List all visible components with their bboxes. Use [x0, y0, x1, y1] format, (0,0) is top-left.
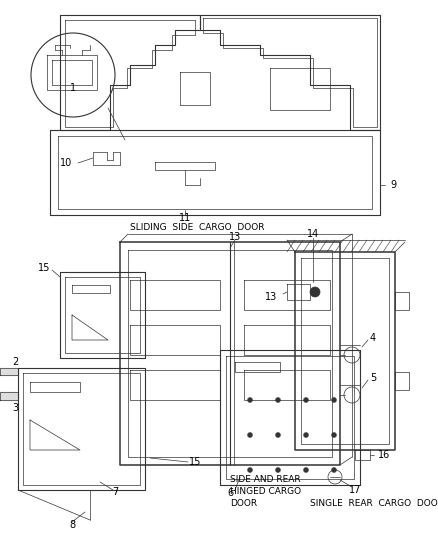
Circle shape: [276, 398, 280, 402]
Circle shape: [247, 432, 252, 438]
Text: 6: 6: [227, 488, 233, 498]
Text: DOOR: DOOR: [230, 499, 257, 508]
Polygon shape: [0, 392, 18, 400]
Polygon shape: [0, 368, 18, 375]
Text: SLIDING  SIDE  CARGO  DOOR: SLIDING SIDE CARGO DOOR: [130, 223, 265, 232]
Text: 8: 8: [69, 520, 75, 530]
Circle shape: [304, 432, 308, 438]
Text: SIDE AND REAR: SIDE AND REAR: [230, 475, 300, 484]
Text: 3: 3: [12, 403, 18, 413]
Circle shape: [247, 398, 252, 402]
Text: 4: 4: [370, 333, 376, 343]
Text: 13: 13: [229, 232, 241, 242]
Circle shape: [310, 287, 320, 297]
Text: 13: 13: [265, 292, 277, 302]
Text: 15: 15: [189, 457, 201, 467]
Text: 16: 16: [378, 450, 390, 460]
Circle shape: [332, 467, 336, 472]
Text: 10: 10: [60, 158, 72, 168]
Text: 14: 14: [307, 229, 319, 239]
Text: SINGLE  REAR  CARGO  DOOR: SINGLE REAR CARGO DOOR: [310, 498, 438, 507]
Circle shape: [276, 432, 280, 438]
Text: 17: 17: [349, 485, 361, 495]
Circle shape: [332, 398, 336, 402]
Circle shape: [304, 398, 308, 402]
Text: 9: 9: [390, 180, 396, 190]
Text: 7: 7: [112, 487, 118, 497]
Text: 5: 5: [370, 373, 376, 383]
Text: 1: 1: [70, 83, 76, 93]
Circle shape: [304, 467, 308, 472]
Circle shape: [247, 467, 252, 472]
Circle shape: [276, 467, 280, 472]
Text: HINGED CARGO: HINGED CARGO: [230, 488, 301, 497]
Text: 15: 15: [38, 263, 50, 273]
Text: 11: 11: [179, 213, 191, 223]
Text: 2: 2: [12, 357, 18, 367]
Circle shape: [332, 432, 336, 438]
